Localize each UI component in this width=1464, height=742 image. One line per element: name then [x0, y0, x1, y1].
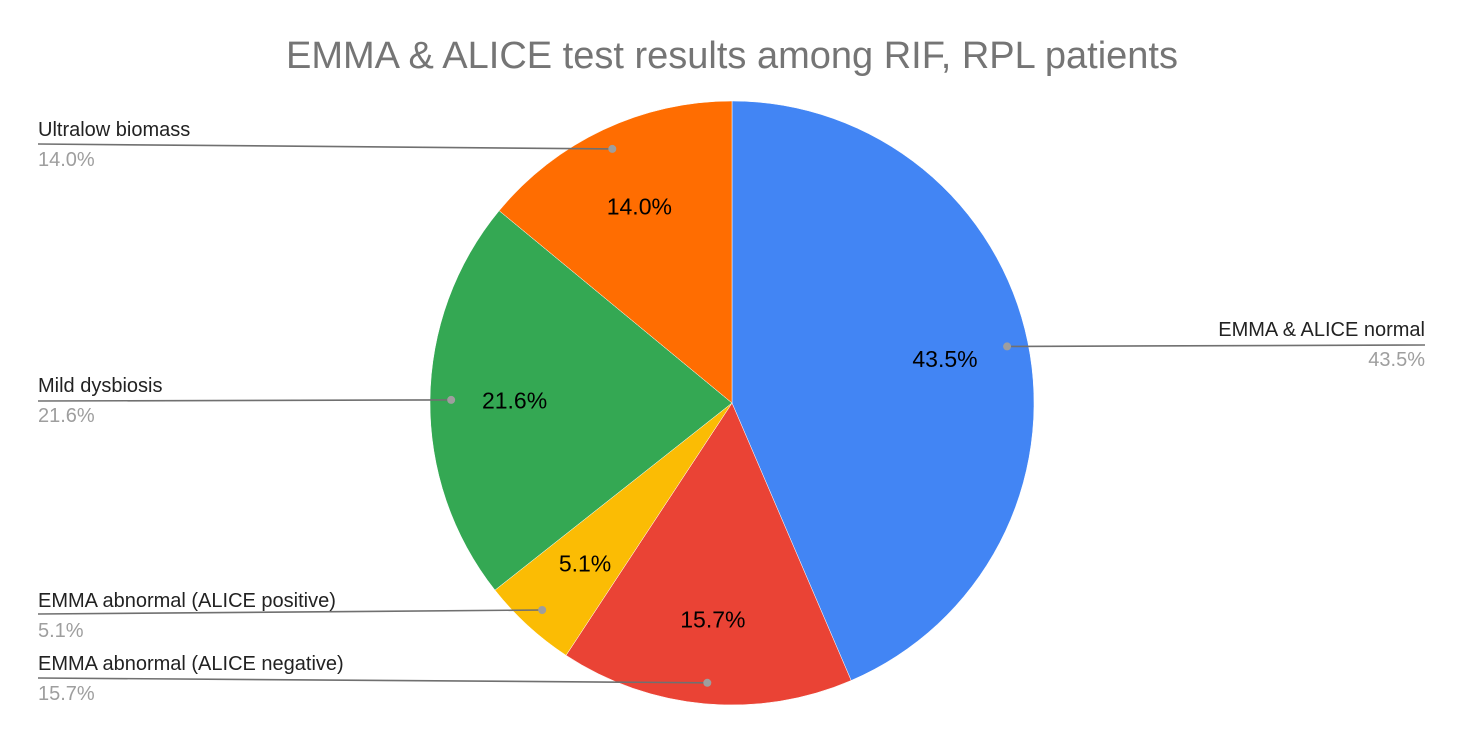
callout-percent: 43.5%: [1368, 349, 1425, 371]
leader-dot: [447, 395, 456, 404]
slice-value-label: 43.5%: [912, 346, 977, 372]
pie-slice-ultralow-biomass: [498, 100, 733, 404]
leader-dot: [538, 605, 547, 614]
callout-emma-abnormal-alice-negative: EMMA abnormal (ALICE negative) 15.7%: [37, 653, 712, 705]
callout-name: EMMA & ALICE normal: [1218, 319, 1425, 341]
pie-slice-emma-abnormal-alice-negative: [565, 402, 852, 706]
slice-value-label: 5.1%: [559, 550, 611, 576]
callout-emma-alice-normal: EMMA & ALICE normal 43.5%: [1003, 319, 1425, 371]
callout-ultralow-biomass: Ultralow biomass 14.0%: [37, 119, 617, 171]
callout-emma-abnormal-alice-positive: EMMA abnormal (ALICE positive) 5.1%: [37, 590, 547, 642]
callout-percent: 14.0%: [38, 149, 95, 171]
pie-slice-emma-alice-normal: [731, 100, 1035, 681]
callout-percent: 5.1%: [38, 620, 84, 642]
callout-name: Ultralow biomass: [38, 119, 190, 141]
leader-line: [1007, 344, 1426, 348]
callout-percent: 21.6%: [38, 405, 95, 427]
callout-name: Mild dysbiosis: [38, 375, 162, 397]
leader-line: [37, 399, 452, 402]
pie-slices: [429, 100, 1035, 706]
slice-labels: 43.5% 15.7% 5.1% 21.6% 14.0%: [482, 193, 978, 632]
leader-line: [37, 677, 708, 684]
leader-line: [37, 609, 543, 615]
leader-dot: [1003, 342, 1012, 351]
slice-value-label: 21.6%: [482, 388, 547, 414]
leader-dot: [703, 678, 712, 687]
callout-percent: 15.7%: [38, 683, 95, 705]
callout-name: EMMA abnormal (ALICE negative): [38, 653, 344, 675]
slice-value-label: 14.0%: [607, 193, 672, 219]
callout-name: EMMA abnormal (ALICE positive): [38, 590, 336, 612]
callout-mild-dysbiosis: Mild dysbiosis 21.6%: [37, 375, 456, 427]
chart-title: EMMA & ALICE test results among RIF, RPL…: [286, 35, 1178, 77]
slice-value-label: 15.7%: [680, 607, 745, 633]
leader-line: [37, 143, 613, 150]
leader-dot: [608, 144, 617, 153]
callout-labels: EMMA & ALICE normal 43.5% EMMA abnormal (A…: [37, 119, 1425, 705]
